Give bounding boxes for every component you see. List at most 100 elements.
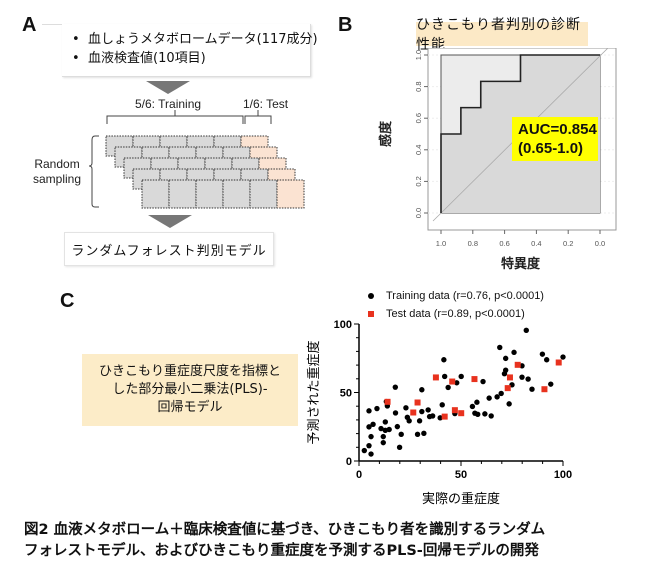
training-point — [543, 357, 550, 363]
test-point — [414, 399, 421, 406]
training-point — [421, 430, 427, 437]
training-point — [416, 418, 423, 424]
roc-title: ひきこもり者判別の診断性能 — [416, 17, 588, 53]
x-tick-label: 0.2 — [563, 239, 573, 248]
test-point — [504, 385, 511, 392]
y-tick-label: 50 — [340, 388, 352, 400]
training-fold-cell — [168, 179, 197, 209]
training-point — [386, 426, 392, 433]
y-tick-label: 0 — [346, 456, 352, 468]
training-split-label: 5/6: Training — [135, 97, 202, 111]
training-point — [560, 354, 566, 360]
down-arrow-icon — [146, 81, 190, 94]
training-point — [523, 327, 529, 334]
input-data-box: • 血しょうメタボロームデータ(117成分) • 血液検査値(10項目) — [62, 24, 318, 77]
training-point — [502, 355, 509, 362]
training-point — [469, 403, 476, 410]
square-marker-icon — [368, 311, 374, 317]
training-point — [445, 384, 451, 391]
training-point — [398, 431, 404, 437]
x-tick-label: 100 — [554, 469, 572, 481]
training-point — [366, 408, 372, 414]
training-point — [474, 399, 480, 405]
training-point — [486, 395, 492, 401]
training-point — [494, 394, 500, 400]
x-tick-label: 0.6 — [499, 239, 509, 248]
training-point — [437, 415, 443, 421]
x-tick-label: 0.4 — [531, 239, 541, 248]
training-point — [396, 444, 403, 450]
training-fold-cell — [249, 179, 278, 209]
training-point — [394, 423, 401, 430]
auc-box: AUC=0.854 (0.65-1.0) — [512, 117, 598, 161]
legend-test-label: Test data (r=0.89, p<0.0001) — [386, 308, 525, 320]
down-arrow-icon — [148, 215, 192, 228]
sampling-brace — [88, 135, 99, 208]
caption-line: フォレストモデル、およびひきこもり重症度を予測するPLS-回帰モデルの開発 — [24, 543, 539, 559]
training-point — [529, 386, 535, 392]
y-tick-label: 0.4 — [414, 145, 423, 155]
y-tick-label: 0.8 — [414, 81, 423, 91]
test-point — [471, 376, 478, 383]
pls-description-line: ひきこもり重症度尺度を指標と — [98, 364, 281, 379]
y-tick-label: 0.6 — [414, 113, 423, 123]
training-point — [441, 373, 448, 380]
y-tick-label: 0.0 — [414, 208, 423, 218]
y-tick-label: 100 — [334, 319, 352, 331]
input-item: • 血しょうメタボロームデータ(117成分) — [62, 30, 318, 49]
test-point — [384, 398, 391, 405]
training-point — [382, 419, 389, 425]
circle-marker-icon — [368, 293, 374, 299]
test-fold-cell — [276, 179, 305, 209]
x-tick-label: 0 — [356, 469, 362, 481]
caption-line: 図2 血液メタボローム＋臨床検査値に基づき、ひきこもり者を識別するランダム — [24, 522, 546, 538]
roc-curve — [440, 54, 600, 213]
training-point — [425, 407, 431, 413]
training-point — [366, 424, 372, 430]
training-point — [419, 387, 425, 393]
training-point — [482, 411, 488, 417]
training-point — [419, 408, 425, 415]
panel-b-label: B — [338, 14, 353, 36]
y-tick-label: 1.0 — [414, 50, 423, 60]
test-point — [514, 361, 521, 368]
x-tick-label: 1.0 — [436, 239, 446, 248]
divider — [42, 24, 62, 25]
roc-chart: 1.0 0.8 0.6 0.4 0.2 0.0 0.0 0.2 0.4 0.6 0.8 1.0 特異度 感… — [378, 48, 617, 271]
test-point — [451, 407, 458, 414]
test-point — [541, 386, 548, 393]
auc-ci: (0.65-1.0) — [518, 140, 584, 157]
training-point — [458, 373, 464, 380]
test-point — [441, 413, 448, 420]
panel-a-label: A — [22, 14, 37, 36]
training-point — [378, 425, 384, 432]
training-point — [429, 413, 436, 419]
training-fold-cell — [195, 179, 224, 209]
training-point — [368, 451, 374, 457]
test-point — [555, 359, 562, 366]
training-point — [519, 374, 525, 380]
training-point — [380, 439, 386, 446]
training-point — [406, 418, 412, 424]
training-point — [525, 376, 531, 382]
y-axis-label: 予測された重症度 — [306, 340, 321, 444]
random-sampling-line: sampling — [33, 172, 82, 186]
x-axis-label: 実際の重症度 — [422, 491, 500, 506]
training-point — [414, 431, 421, 437]
input-item-label: 血しょうメタボロームデータ(117成分) — [88, 32, 318, 47]
training-point — [548, 381, 554, 387]
training-point — [480, 378, 486, 385]
test-point — [506, 374, 513, 381]
x-tick-label: 0.8 — [468, 239, 478, 248]
test-point — [410, 409, 417, 416]
legend-training: Training data (r=0.76, p<0.0001) — [368, 290, 544, 302]
pls-description-box: ひきこもり重症度尺度を指標と した部分最小二乗法(PLS)- 回帰モデル — [82, 354, 298, 426]
training-point — [502, 367, 509, 373]
training-point — [497, 344, 503, 351]
training-brace — [106, 110, 244, 124]
cv-diagram — [88, 110, 305, 209]
model-label: ランダムフォレスト判別モデル — [71, 243, 267, 259]
random-sampling-line: Random — [34, 157, 80, 171]
test-brace — [244, 110, 272, 124]
y-axis-label: 感度 — [378, 120, 393, 147]
